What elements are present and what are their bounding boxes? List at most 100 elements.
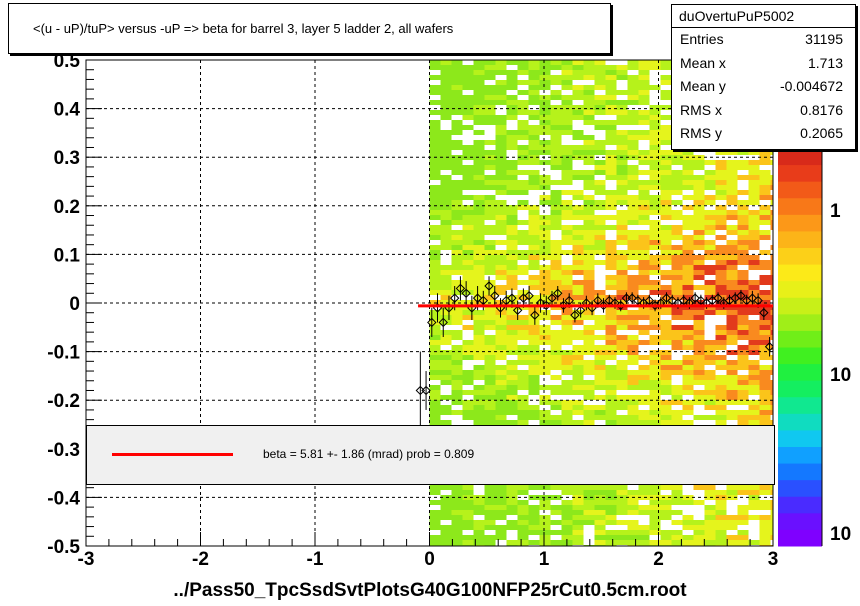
heatmap-cell bbox=[726, 175, 738, 180]
heatmap-cell bbox=[484, 520, 496, 525]
heatmap-cell bbox=[473, 390, 485, 395]
heatmap-cell bbox=[484, 355, 496, 360]
heatmap-cell bbox=[737, 235, 749, 240]
heatmap-cell bbox=[528, 145, 540, 150]
heatmap-cell bbox=[605, 540, 617, 545]
heatmap-cell bbox=[462, 265, 474, 270]
heatmap-cell bbox=[550, 330, 562, 335]
heatmap-cell bbox=[693, 340, 705, 345]
heatmap-cell bbox=[484, 225, 496, 230]
heatmap-cell bbox=[649, 370, 661, 375]
heatmap-cell bbox=[693, 260, 705, 265]
heatmap-cell bbox=[704, 295, 716, 300]
y-tick-label: 0.4 bbox=[54, 100, 81, 121]
heatmap-cell bbox=[770, 380, 773, 385]
heatmap-cell bbox=[484, 505, 496, 510]
heatmap-cell bbox=[704, 515, 716, 520]
heatmap-cell bbox=[451, 385, 463, 390]
y-tick-label: 0.1 bbox=[54, 245, 81, 266]
heatmap-cell bbox=[605, 195, 617, 200]
heatmap-cell bbox=[649, 115, 661, 120]
heatmap-cell bbox=[528, 130, 540, 135]
heatmap-cell bbox=[616, 350, 628, 355]
heatmap-cell bbox=[605, 400, 617, 405]
heatmap-cell bbox=[748, 485, 760, 490]
heatmap-cell bbox=[429, 355, 441, 360]
heatmap-cell bbox=[682, 340, 694, 345]
heatmap-cell bbox=[616, 260, 628, 265]
heatmap-cell bbox=[451, 395, 463, 400]
heatmap-cell bbox=[715, 410, 727, 415]
heatmap-cell bbox=[572, 330, 584, 335]
heatmap-cell bbox=[451, 210, 463, 215]
heatmap-cell bbox=[462, 540, 474, 545]
heatmap-cell bbox=[440, 70, 452, 75]
heatmap-cell bbox=[462, 315, 474, 320]
heatmap-cell bbox=[572, 250, 584, 255]
heatmap-cell bbox=[605, 340, 617, 345]
heatmap-cell bbox=[594, 70, 606, 75]
heatmap-cell bbox=[495, 415, 507, 420]
heatmap-cell bbox=[748, 285, 760, 290]
heatmap-cell bbox=[594, 200, 606, 205]
heatmap-cell bbox=[561, 365, 573, 370]
heatmap-cell bbox=[539, 265, 551, 270]
heatmap-cell bbox=[594, 170, 606, 175]
heatmap-cell bbox=[605, 295, 617, 300]
heatmap-cell bbox=[759, 415, 771, 420]
heatmap-cell bbox=[616, 235, 628, 240]
heatmap-cell bbox=[495, 220, 507, 225]
heatmap-cell bbox=[572, 145, 584, 150]
heatmap-cell bbox=[616, 415, 628, 420]
heatmap-cell bbox=[770, 405, 773, 410]
heatmap-cell bbox=[605, 215, 617, 220]
heatmap-cell bbox=[660, 170, 672, 175]
heatmap-cell bbox=[550, 340, 562, 345]
heatmap-cell bbox=[770, 395, 773, 400]
heatmap-cell bbox=[682, 170, 694, 175]
heatmap-cell bbox=[770, 175, 773, 180]
heatmap-cell bbox=[616, 160, 628, 165]
heatmap-cell bbox=[638, 485, 650, 490]
profile-point bbox=[421, 371, 431, 410]
heatmap-cell bbox=[660, 310, 672, 315]
heatmap-cell bbox=[484, 200, 496, 205]
heatmap-cell bbox=[495, 350, 507, 355]
heatmap-cell bbox=[473, 235, 485, 240]
heatmap-cell bbox=[748, 280, 760, 285]
heatmap-cell bbox=[528, 300, 540, 305]
heatmap-cell bbox=[726, 495, 738, 500]
heatmap-cell bbox=[759, 340, 771, 345]
heatmap-cell bbox=[715, 420, 727, 425]
heatmap-cell bbox=[616, 395, 628, 400]
heatmap-cell bbox=[429, 540, 441, 545]
heatmap-cell bbox=[671, 170, 683, 175]
heatmap-cell bbox=[539, 125, 551, 130]
heatmap-cell bbox=[495, 340, 507, 345]
heatmap-cell bbox=[616, 370, 628, 375]
heatmap-cell bbox=[462, 225, 474, 230]
heatmap-cell bbox=[506, 100, 518, 105]
heatmap-cell bbox=[759, 230, 771, 235]
heatmap-cell bbox=[660, 510, 672, 515]
heatmap-cell bbox=[506, 245, 518, 250]
heatmap-cell bbox=[473, 285, 485, 290]
heatmap-cell bbox=[638, 375, 650, 380]
heatmap-cell bbox=[495, 255, 507, 260]
heatmap-cell bbox=[517, 375, 529, 380]
heatmap-cell bbox=[682, 175, 694, 180]
heatmap-cell bbox=[693, 220, 705, 225]
heatmap-cell bbox=[682, 405, 694, 410]
heatmap-cell bbox=[506, 310, 518, 315]
heatmap-cell bbox=[671, 520, 683, 525]
heatmap-cell bbox=[594, 100, 606, 105]
heatmap-cell bbox=[462, 250, 474, 255]
profile-point bbox=[547, 290, 557, 306]
heatmap-cell bbox=[726, 265, 738, 270]
heatmap-cell bbox=[484, 335, 496, 340]
heatmap-cell bbox=[517, 360, 529, 365]
heatmap-cell bbox=[429, 125, 441, 130]
heatmap-cell bbox=[451, 75, 463, 80]
heatmap-cell bbox=[605, 100, 617, 105]
heatmap-cell bbox=[528, 230, 540, 235]
